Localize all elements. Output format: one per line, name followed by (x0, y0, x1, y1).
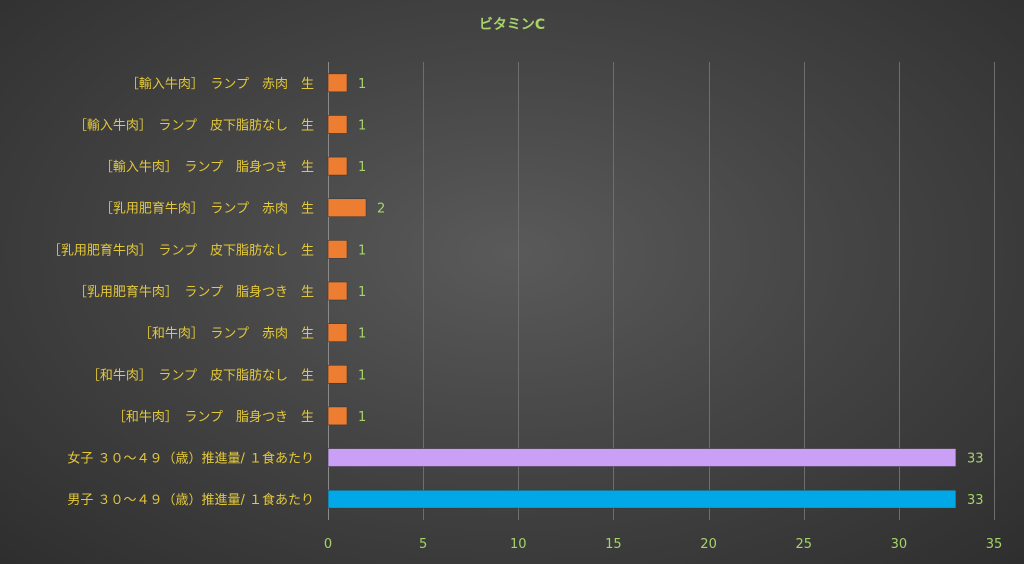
data-label: 1 (358, 243, 366, 258)
category-label: 男子 ３０～４９（歳）推進量/ １食あたり (67, 492, 314, 508)
bar (327, 406, 348, 426)
chart-title: ビタミンC (479, 17, 545, 33)
bar (327, 281, 348, 301)
x-tick-label: 10 (510, 537, 527, 552)
data-label: 2 (377, 202, 385, 217)
data-label: 1 (358, 410, 366, 425)
category-label: ［和牛肉］ ランプ 脂身つき 生 (113, 409, 314, 425)
category-label: ［和牛肉］ ランプ 皮下脂肪なし 生 (87, 367, 314, 383)
x-tick-label: 5 (419, 537, 427, 552)
data-label: 1 (358, 118, 366, 133)
x-axis-ticks: 0 5 10 15 20 25 30 35 (324, 537, 1002, 552)
bar (327, 156, 348, 176)
data-label: 1 (358, 77, 366, 92)
category-labels: ［輸入牛肉］ ランプ 赤肉 生 ［輸入牛肉］ ランプ 皮下脂肪なし 生 ［輸入牛肉］… (48, 77, 314, 508)
data-label: 33 (967, 452, 984, 467)
bar (327, 448, 957, 467)
x-tick-label: 15 (605, 537, 622, 552)
category-label: ［輸入牛肉］ ランプ 脂身つき 生 (100, 159, 314, 175)
bar (327, 240, 348, 259)
category-label: ［輸入牛肉］ ランプ 皮下脂肪なし 生 (74, 117, 314, 133)
category-label: ［輸入牛肉］ ランプ 赤肉 生 (126, 77, 314, 92)
category-label: ［乳用肥育牛肉］ ランプ 脂身つき 生 (74, 284, 314, 300)
bar (327, 364, 348, 384)
x-tick-label: 30 (891, 537, 908, 552)
bar (327, 73, 348, 93)
x-tick-label: 20 (700, 537, 717, 552)
x-tick-label: 0 (324, 537, 332, 552)
category-label: ［乳用肥育牛肉］ ランプ 赤肉 生 (100, 201, 314, 217)
data-label: 33 (967, 493, 984, 508)
data-label: 1 (358, 160, 366, 175)
bars (327, 73, 957, 509)
x-tick-label: 35 (986, 537, 1003, 552)
bar (327, 489, 957, 509)
data-labels: 1 1 1 2 1 1 1 1 1 33 33 (358, 77, 983, 508)
category-label: ［和牛肉］ ランプ 赤肉 生 (139, 327, 314, 342)
bar (327, 198, 367, 218)
data-label: 1 (358, 327, 366, 342)
data-label: 1 (358, 368, 366, 383)
category-label: ［乳用肥育牛肉］ ランプ 皮下脂肪なし 生 (48, 242, 314, 258)
bar (327, 323, 348, 342)
category-label: 女子 ３０～４９（歳）推進量/ １食あたり (67, 451, 314, 467)
bar (327, 115, 348, 134)
data-label: 1 (358, 285, 366, 300)
gridlines (328, 62, 995, 520)
x-tick-label: 25 (795, 537, 812, 552)
